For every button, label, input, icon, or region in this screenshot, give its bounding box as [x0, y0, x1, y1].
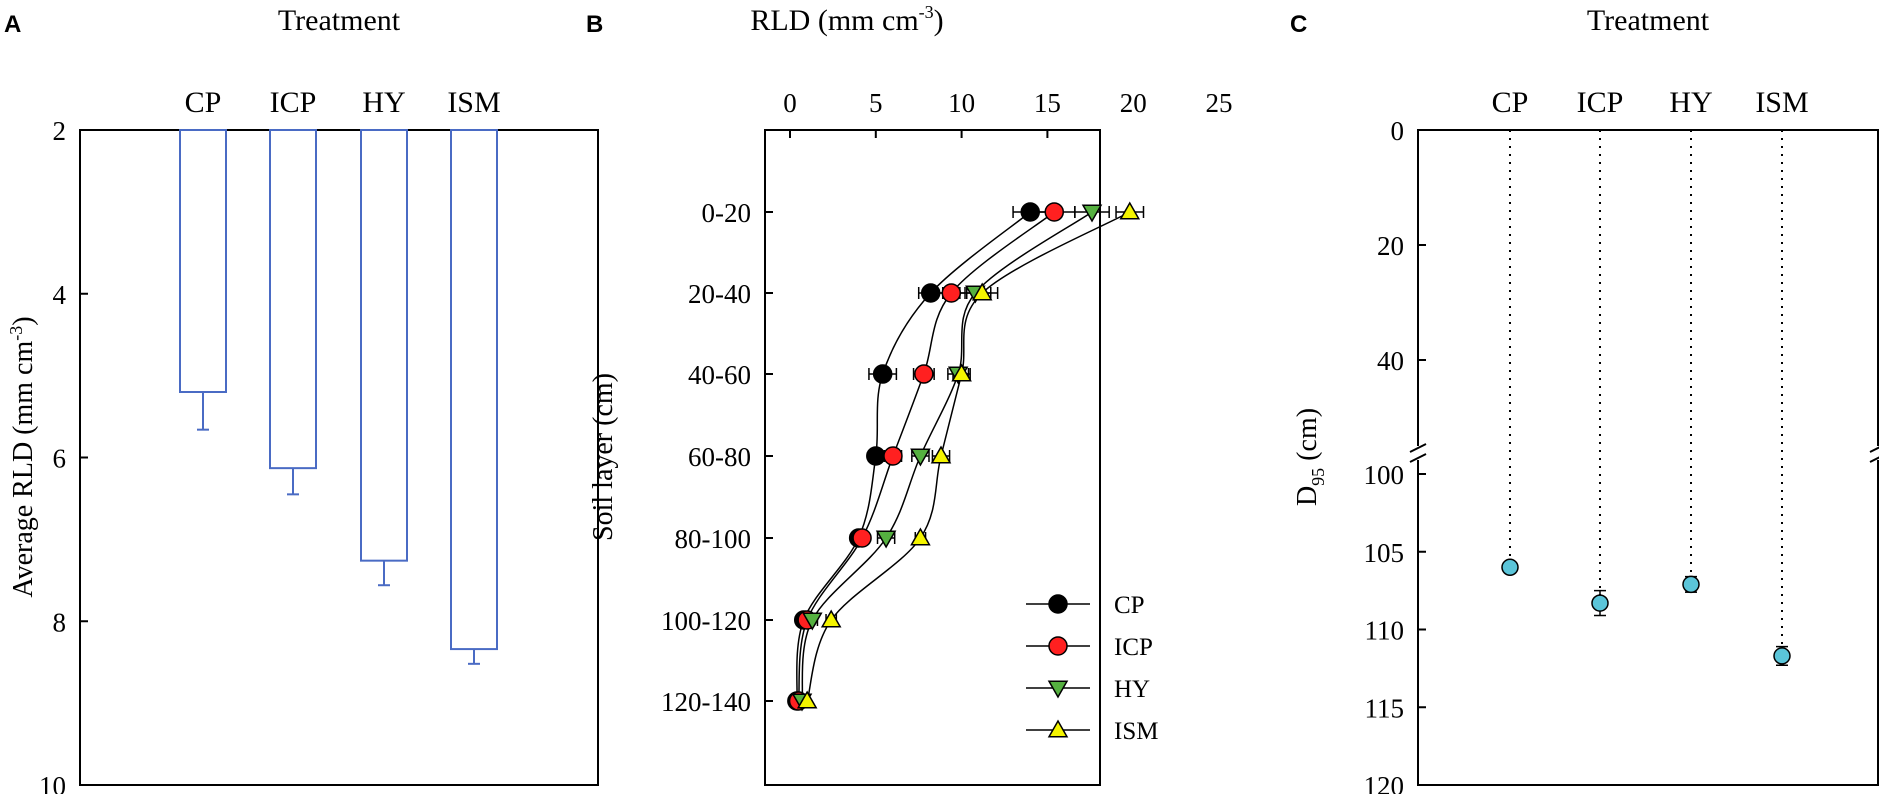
- panel-a-category-label: ISM: [447, 86, 500, 119]
- panel-b-point-cp: [866, 446, 886, 466]
- panel-b-legend-label: HY: [1114, 676, 1150, 703]
- panel-b-ytick-label: 100-120: [661, 606, 751, 636]
- panel-b-ytick-label: 40-60: [688, 360, 751, 390]
- panel-c-ytick-label: 115: [1365, 693, 1405, 723]
- panel-c-point: [1682, 575, 1700, 594]
- panel-b-xtick-label: 25: [1206, 88, 1233, 118]
- panel-a-bar: [360, 129, 408, 562]
- panel-c-ytick-label: 20: [1377, 231, 1404, 261]
- panel-b-point-cp: [872, 364, 893, 384]
- panel-b-point-ism: [971, 282, 993, 301]
- panel-c-ytick-label: 0: [1391, 116, 1405, 146]
- panel-c-category-label: ISM: [1755, 86, 1808, 119]
- panel-a-ytick-label: 4: [53, 280, 67, 310]
- panel-c-ytick-label: 40: [1377, 346, 1404, 376]
- panel-c-axis-break-mark: [1409, 443, 1427, 453]
- panel-c-ylabel-rest: (cm): [1292, 408, 1323, 468]
- panel-c-point: [1591, 594, 1609, 612]
- panel-c-axis-break-mark: [1869, 456, 1879, 463]
- panel-c-category-label: HY: [1669, 86, 1712, 119]
- panel-c-ytick-label: 120: [1364, 771, 1405, 794]
- panel-b-ytick-label: 60-80: [688, 442, 751, 472]
- panel-c-category-label: ICP: [1577, 86, 1624, 119]
- panel-b-ytick-label: 80-100: [675, 524, 752, 554]
- panel-c-axis-break-mark: [1869, 446, 1879, 453]
- panel-a-ylabel-close: ): [8, 316, 39, 325]
- panel-c-title: Treatment: [1587, 4, 1710, 37]
- panel-b-legend: CP ICP HY ISM: [1026, 592, 1158, 745]
- panel-b-title: RLD (mm cm-3): [750, 2, 943, 37]
- panel-b-legend-marker-hy: [1047, 680, 1069, 699]
- panel-a-title: Treatment: [278, 4, 401, 37]
- panel-b-point-ism: [910, 527, 931, 546]
- panel-c-frame: [1417, 129, 1879, 786]
- panel-b-title-sup: -3: [919, 2, 934, 22]
- panel-b-point-hy: [875, 530, 897, 549]
- panel-a-category-label: CP: [185, 86, 222, 119]
- panel-label-a: A: [4, 11, 21, 38]
- panel-b-xtick-label: 20: [1120, 88, 1147, 118]
- panel-a-category-label: HY: [362, 86, 405, 119]
- panel-b-point-ism: [820, 609, 842, 628]
- panel-b-legend-marker-ism: [1047, 719, 1069, 738]
- panel-a-ytick-label: 2: [53, 116, 67, 146]
- panel-c-ylabel-sub: 95: [1308, 468, 1328, 486]
- panel-a-ytick-label: 8: [53, 607, 67, 637]
- panel-c-point: [1501, 558, 1519, 577]
- panel-b-xtick-label: 10: [948, 88, 975, 118]
- panel-a-ylabel-sup: -3: [6, 326, 26, 341]
- panel-b-point-ism: [796, 690, 818, 709]
- panel-a-bar: [450, 129, 498, 651]
- panel-b-ytick-label: 20-40: [688, 279, 751, 309]
- panel-b-ylabel: Soil layer (cm): [588, 373, 619, 541]
- panel-a-category-label: ICP: [270, 86, 317, 119]
- panel-b-title-close: ): [934, 4, 944, 37]
- panel-b-point-icp: [883, 446, 903, 466]
- panel-b-point-ism: [951, 363, 972, 382]
- panel-b-point-icp: [941, 283, 962, 303]
- panel-c-ylabel: D95 (cm): [1292, 408, 1328, 506]
- panel-c-axis-break-gap: [1870, 446, 1879, 460]
- panel-b-frame: [764, 129, 1101, 786]
- panel-a-ytick-label: 10: [39, 771, 66, 794]
- panel-a-bar: [179, 129, 227, 393]
- panel-b-legend-marker-cp: [1048, 594, 1068, 614]
- panel-b-series-line-ism: [806, 211, 1131, 702]
- panel-b-point-icp: [914, 364, 934, 384]
- panel-b-point-ism: [1119, 201, 1141, 220]
- panel-b-point-cp: [920, 283, 941, 303]
- panel-c-point: [1773, 647, 1791, 665]
- panel-b-xtick-label: 5: [869, 88, 883, 118]
- panel-b-legend-marker-icp: [1048, 636, 1068, 656]
- panel-b-legend-label: CP: [1114, 592, 1145, 619]
- panel-c-category-label: CP: [1492, 86, 1529, 119]
- panel-a-frame: [79, 129, 599, 786]
- panel-b-point-ism: [930, 445, 952, 464]
- panel-c-axis-break-mark: [1409, 453, 1427, 463]
- panel-a-bar: [269, 129, 317, 470]
- panel-b-point-hy: [910, 448, 931, 467]
- panel-b-ytick-label: 120-140: [661, 687, 751, 717]
- panel-b-legend-label: ICP: [1114, 634, 1153, 661]
- panel-c-ytick-label: 105: [1364, 538, 1405, 568]
- panel-b-ytick-label: 0-20: [702, 198, 752, 228]
- panel-b-point-hy: [802, 612, 823, 631]
- panel-a-ylabel: Average RLD (mm cm-3): [6, 316, 39, 597]
- panel-label-b: B: [586, 11, 603, 38]
- panel-c-ytick-label: 110: [1365, 616, 1405, 646]
- panel-b-xtick-label: 0: [783, 88, 797, 118]
- panel-b-point-hy: [1081, 204, 1103, 223]
- panel-b-xtick-label: 15: [1034, 88, 1061, 118]
- panel-b-point-icp: [852, 528, 872, 548]
- panel-a: Treatment Average RLD (mm cm-3) 2 4 6 8 10 C…: [6, 4, 599, 794]
- panel-label-c: C: [1290, 11, 1307, 38]
- panel-b-point-cp: [1020, 202, 1040, 222]
- panel-b-legend-label: ISM: [1114, 718, 1158, 745]
- panel-c-ytick-label: 100: [1364, 460, 1405, 490]
- panel-c: Treatment D95 (cm) 02040100105110115120 …: [1292, 4, 1879, 794]
- panel-b-point-icp: [1044, 202, 1065, 222]
- panel-b: RLD (mm cm-3) Soil layer (cm) 0 5 10 15 20 25…: [588, 2, 1233, 786]
- panel-a-ytick-label: 6: [53, 444, 67, 474]
